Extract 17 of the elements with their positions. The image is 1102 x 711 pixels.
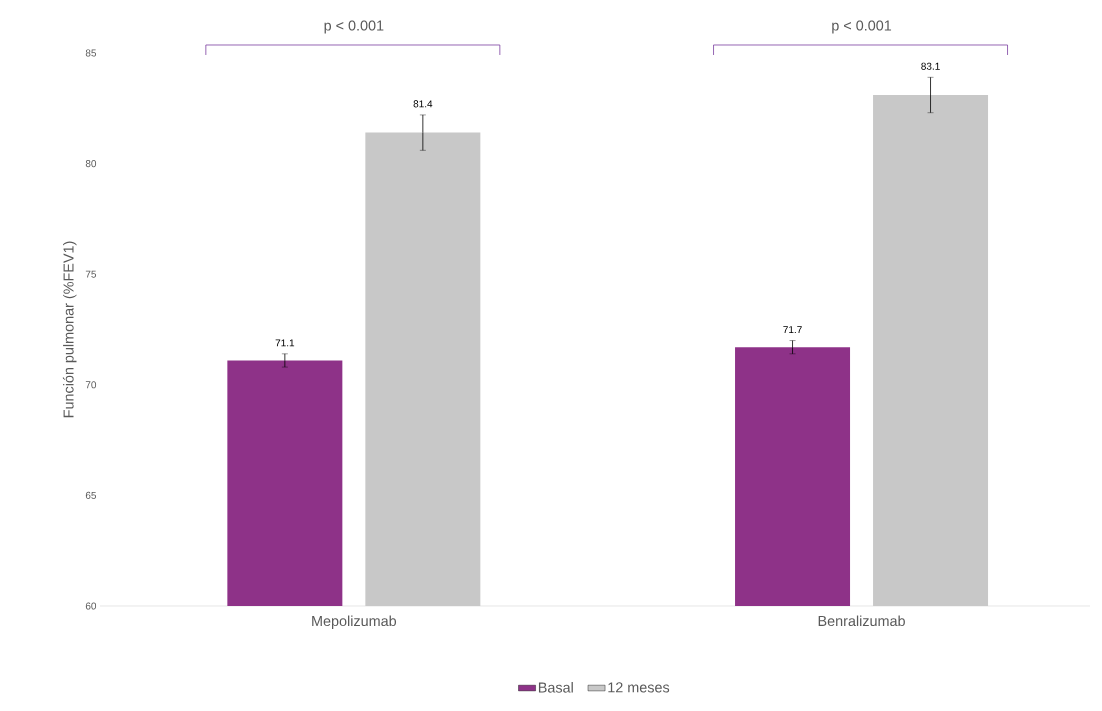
y-tick-label: 70 [85,381,97,389]
text: p < 0.001 [832,20,892,34]
legend-label: Basal [538,682,573,693]
text: p < 0.001 [324,20,384,34]
y-tick-label: 80 [85,160,97,168]
x-tick-label: Mepolizumab [312,615,397,629]
data-label: 83.1 [921,62,940,70]
y-tick-label: 75 [85,270,97,278]
y-axis-title: Función pulmonar (%FEV1) [62,241,77,418]
y-tick-label: 60 [85,602,97,610]
data-label: 71.1 [275,339,295,347]
y-tick-label: 85 [85,49,97,57]
legend-label: 12 meses [608,682,670,693]
data-label: 81.4 [413,100,433,108]
x-tick-label: Benralizumab [818,615,905,627]
y-tick-label: 65 [85,491,97,499]
data-label: 71.7 [783,326,802,334]
